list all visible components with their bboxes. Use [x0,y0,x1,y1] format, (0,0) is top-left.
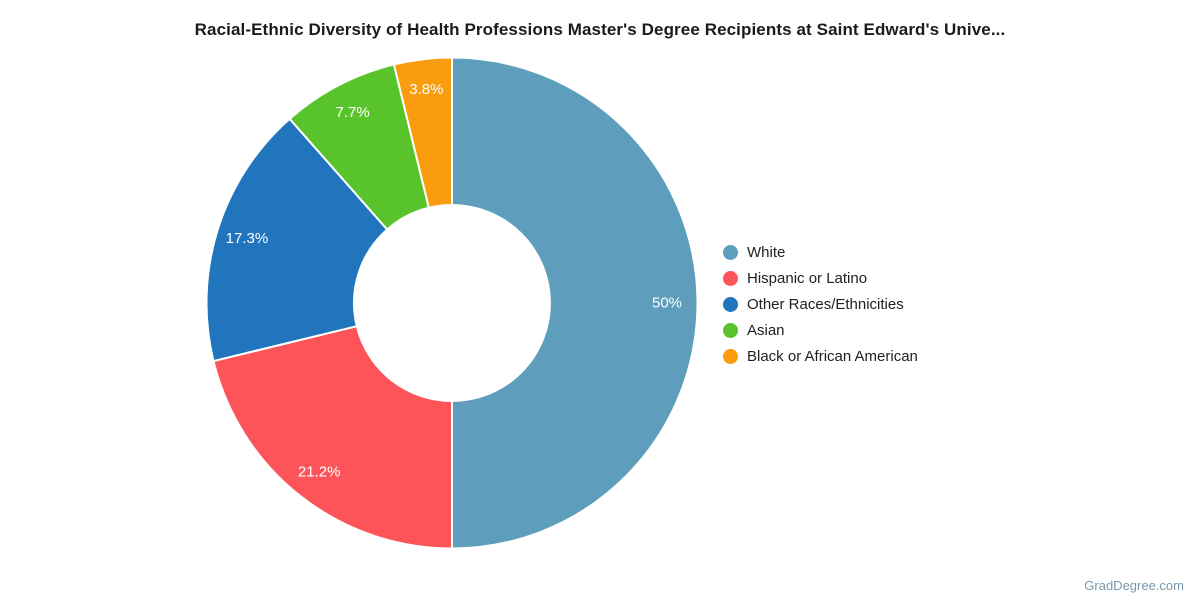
legend-item-hispanic-or-latino: Hispanic or Latino [723,265,918,291]
legend-label: White [747,243,786,261]
legend-label: Other Races/Ethnicities [747,295,904,313]
legend-swatch-icon [723,244,738,260]
chart-legend: White Hispanic or Latino Other Races/Eth… [723,239,918,369]
legend-swatch-icon [723,322,738,338]
slice-percentage-label: 21.2% [298,464,341,481]
pie-slice-black-or-african-american [392,56,453,209]
legend-label: Hispanic or Latino [747,269,868,287]
legend-swatch-icon [723,348,738,364]
slice-percentage-label: 3.8% [409,81,443,98]
legend-item-other-races-ethnicities: Other Races/Ethnicities [723,291,918,317]
legend-label: Asian [747,321,785,339]
graddegree-watermark-link[interactable]: GradDegree.com [1084,578,1184,593]
legend-item-asian: Asian [723,317,918,343]
chart-title: Racial-Ethnic Diversity of Health Profes… [194,20,1006,39]
legend-item-white: White [723,239,918,265]
pie-slice-white [451,56,699,550]
pie-slice-hispanic-or-latino [212,325,453,550]
slice-percentage-label: 50% [652,295,682,312]
slice-percentage-label: 7.7% [335,104,369,121]
legend-label: Black or African American [747,347,918,365]
legend-swatch-icon [723,296,738,312]
slice-percentage-label: 17.3% [226,230,269,247]
legend-item-black-or-african-american: Black or African American [723,343,918,369]
legend-swatch-icon [723,270,738,286]
